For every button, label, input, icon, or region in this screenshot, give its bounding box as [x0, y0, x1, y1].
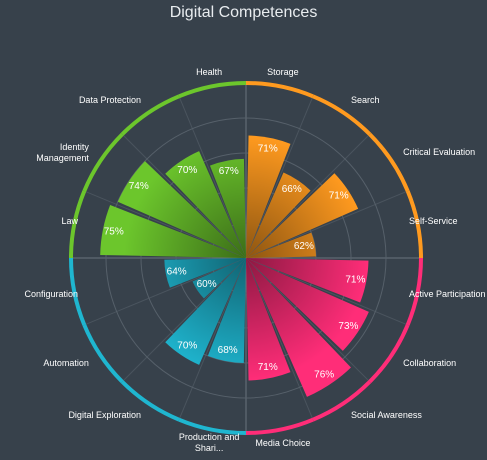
outer-arc [69, 257, 87, 326]
category-label: Active Participation [409, 289, 486, 300]
outer-arc [120, 380, 180, 422]
outer-arc [69, 190, 87, 259]
bar-shade [246, 258, 291, 381]
outer-arc [405, 257, 423, 326]
chart-title: Digital Competences [169, 4, 318, 21]
bar-shade [246, 172, 311, 258]
bar-shade [117, 161, 246, 258]
spoke [245, 257, 408, 326]
value-label: 75% [104, 226, 124, 237]
bar-shade [165, 151, 246, 258]
bar-shade [100, 205, 247, 258]
outer-arc [312, 94, 372, 136]
value-label: 64% [167, 266, 187, 277]
outer-arc [178, 81, 247, 99]
category-label: Production and Shari... [178, 432, 240, 454]
spoke [121, 133, 247, 259]
bar-shade [246, 258, 351, 397]
grid-circle [105, 117, 387, 399]
bar-shade [164, 258, 246, 288]
value-label: 71% [329, 191, 349, 202]
category-label: Digital Exploration [68, 409, 141, 420]
value-label: 67% [219, 166, 239, 177]
outer-arc [245, 81, 314, 99]
value-label: 73% [338, 321, 358, 332]
grid-circle [210, 222, 282, 294]
spoke [121, 257, 247, 383]
outer-arc [368, 132, 410, 192]
bar-shade [246, 232, 316, 258]
outer-arc [312, 380, 372, 422]
bar-shade [192, 258, 246, 299]
category-label: Critical Evaluation [403, 147, 476, 158]
grid-circle [175, 187, 317, 329]
spoke [245, 96, 314, 259]
bar-shade [165, 258, 246, 365]
outer-arc [245, 417, 314, 435]
bar-shade [207, 258, 246, 363]
grid-circle [140, 152, 352, 364]
spoke [245, 190, 408, 259]
category-label: Social Awareness [351, 409, 422, 420]
category-label: Identity Management [36, 141, 89, 163]
outer-arc [405, 190, 423, 259]
value-label: 76% [314, 370, 334, 381]
bar-shade [209, 158, 246, 258]
category-label: Search [351, 95, 380, 106]
value-label: 60% [197, 279, 217, 290]
category-label: Configuration [24, 289, 78, 300]
spoke [245, 257, 314, 420]
value-label: 71% [258, 362, 278, 373]
value-label: 71% [258, 143, 278, 154]
value-label: 62% [294, 241, 314, 252]
outer-arc [82, 324, 124, 384]
value-label: 68% [218, 345, 238, 356]
category-label: Automation [43, 357, 89, 368]
bar-shade [246, 135, 291, 258]
spoke [178, 96, 247, 259]
outer-arc [120, 94, 180, 136]
spoke [245, 133, 371, 259]
category-label: Media Choice [255, 437, 311, 448]
bar-shade [246, 258, 369, 303]
category-label: Health [196, 67, 223, 78]
category-label: Collaboration [403, 357, 457, 368]
category-label: Law [61, 215, 78, 226]
outer-arc [368, 324, 410, 384]
category-label: Storage [267, 67, 299, 78]
category-label: Self-Service [409, 215, 458, 226]
spoke [84, 190, 247, 259]
value-label: 70% [177, 165, 197, 176]
spoke [84, 257, 247, 326]
value-label: 66% [282, 184, 302, 195]
spoke [245, 257, 371, 383]
outer-arc [82, 132, 124, 192]
value-label: 71% [345, 274, 365, 285]
bar-shade [246, 258, 369, 351]
outer-arc [178, 417, 247, 435]
spoke [178, 257, 247, 420]
bar-shade [246, 173, 359, 258]
value-label: 74% [129, 181, 149, 192]
value-label: 70% [177, 340, 197, 351]
category-label: Data Protection [78, 95, 141, 106]
